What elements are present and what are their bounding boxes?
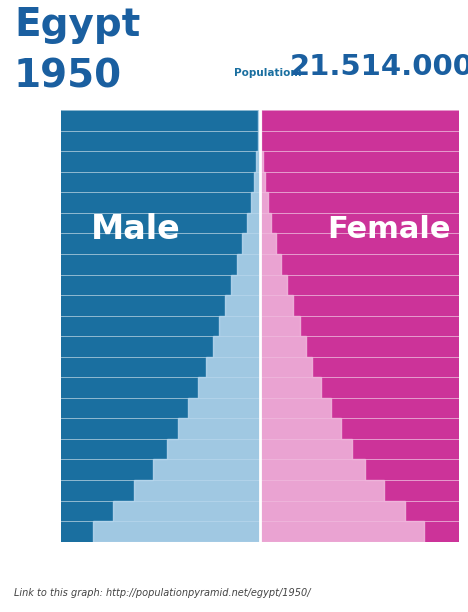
Text: Egypt: Egypt bbox=[14, 6, 140, 43]
Bar bbox=[260, 172, 459, 192]
Bar bbox=[260, 336, 459, 357]
Bar bbox=[61, 439, 260, 460]
Bar bbox=[260, 439, 459, 460]
Bar bbox=[61, 110, 260, 131]
Bar bbox=[260, 151, 459, 172]
Bar bbox=[61, 316, 260, 336]
Bar bbox=[260, 419, 459, 439]
Bar bbox=[61, 192, 260, 213]
Bar bbox=[260, 233, 459, 254]
Bar bbox=[61, 213, 260, 233]
Bar bbox=[61, 172, 260, 192]
Text: 21.514.000: 21.514.000 bbox=[290, 53, 468, 81]
Bar bbox=[61, 233, 260, 254]
Bar bbox=[61, 254, 260, 275]
Text: 7.5%: 7.5% bbox=[412, 548, 445, 562]
Bar bbox=[61, 151, 260, 172]
Text: Population:: Population: bbox=[234, 69, 302, 78]
Bar bbox=[61, 501, 260, 521]
Bar bbox=[260, 357, 459, 377]
Bar bbox=[61, 336, 260, 357]
Text: 2.5%: 2.5% bbox=[210, 548, 242, 562]
Text: Female: Female bbox=[327, 215, 451, 244]
Polygon shape bbox=[260, 110, 424, 542]
Bar bbox=[61, 398, 260, 419]
Bar bbox=[260, 501, 459, 521]
Bar bbox=[260, 254, 459, 275]
Text: Male: Male bbox=[90, 213, 180, 246]
Text: 1950: 1950 bbox=[14, 58, 122, 95]
Bar bbox=[260, 131, 459, 151]
Polygon shape bbox=[93, 110, 260, 542]
Bar bbox=[61, 419, 260, 439]
Bar bbox=[260, 316, 459, 336]
Bar bbox=[61, 521, 260, 542]
Bar bbox=[260, 398, 459, 419]
Bar bbox=[61, 377, 260, 398]
Bar bbox=[61, 295, 260, 316]
Bar bbox=[61, 460, 260, 480]
Bar bbox=[260, 480, 459, 501]
Text: 7.5%: 7.5% bbox=[74, 548, 107, 562]
Bar bbox=[61, 275, 260, 295]
Bar bbox=[260, 213, 459, 233]
Bar bbox=[260, 110, 459, 131]
Bar bbox=[260, 295, 459, 316]
Bar bbox=[260, 192, 459, 213]
Text: Link to this graph: http://populationpyramid.net/egypt/1950/: Link to this graph: http://populationpyr… bbox=[14, 588, 311, 598]
Bar bbox=[260, 460, 459, 480]
Text: 2.5%: 2.5% bbox=[277, 548, 310, 562]
Text: 5%: 5% bbox=[349, 548, 369, 562]
Text: 5%: 5% bbox=[150, 548, 170, 562]
Bar bbox=[61, 131, 260, 151]
Bar bbox=[260, 275, 459, 295]
Bar bbox=[260, 377, 459, 398]
Bar bbox=[61, 357, 260, 377]
Bar bbox=[260, 521, 459, 542]
Bar bbox=[61, 480, 260, 501]
